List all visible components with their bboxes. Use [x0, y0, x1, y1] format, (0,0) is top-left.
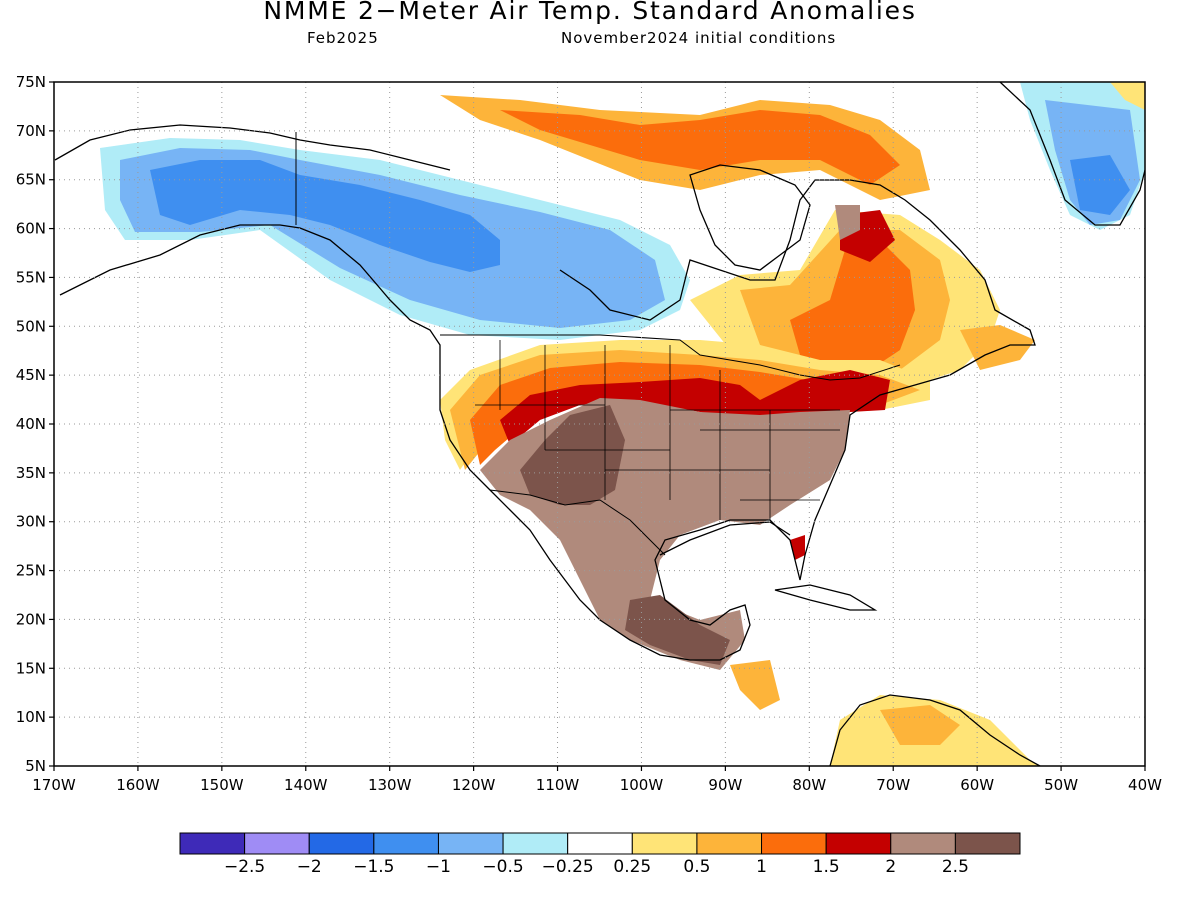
cuba: [774, 584, 878, 611]
lon-tick-label: 50W: [1044, 776, 1078, 794]
colorbar-label: −0.25: [542, 857, 594, 877]
lat-tick-label: 70N: [16, 122, 46, 140]
us-mexico-border: [489, 489, 666, 556]
lon-tick-label: 140W: [284, 776, 328, 794]
colorbar-swatch: [308, 832, 375, 855]
us-canada-border: [440, 334, 901, 381]
valid-month-label: Feb2025: [307, 29, 379, 47]
southwest-us-above-normal-core: [520, 405, 625, 505]
lat-tick-label: 10N: [16, 708, 46, 726]
colorbar-swatch: [825, 832, 892, 855]
lon-tick-label: 160W: [116, 776, 160, 794]
gridlines: [54, 82, 1145, 766]
lat-tick-label: 25N: [16, 562, 46, 580]
colorbar-label: 0.25: [613, 857, 651, 877]
colorbar: [179, 832, 1021, 855]
lon-tick-label: 130W: [368, 776, 412, 794]
alaska-north-coast: [54, 124, 451, 171]
hudson-bay: [689, 164, 811, 271]
colorbar-label: −1: [426, 857, 451, 877]
lon-tick-label: 60W: [960, 776, 994, 794]
great-lakes-northeast-above-normal: [500, 370, 890, 445]
colorbar-label: −2: [297, 857, 322, 877]
colorbar-swatch: [631, 832, 698, 855]
south-america-above-normal-core: [880, 705, 960, 745]
colorbar-swatch: [890, 832, 956, 855]
colorbar-label: 2.5: [942, 857, 969, 877]
anomaly-fields: [100, 82, 1145, 766]
lat-tick-label: 65N: [16, 171, 46, 189]
greenland: [999, 82, 1145, 226]
lat-tick-label: 30N: [16, 513, 46, 531]
colorbar-labels: −2.5 −2 −1.5 −1 −0.5 −0.25 0.25 0.5 1 1.5 2 2.5: [224, 857, 969, 877]
gulf-of-mexico: [659, 521, 791, 556]
arctic-islands-above-normal-core: [500, 110, 900, 185]
lon-tick-label: 100W: [620, 776, 664, 794]
lon-tick-label: 80W: [792, 776, 826, 794]
map-title: NMME 2−Meter Air Temp. Standard Anomalie…: [263, 0, 917, 25]
lon-tick-label: 150W: [200, 776, 244, 794]
colorbar-label: 0.5: [683, 857, 710, 877]
lat-tick-label: 40N: [16, 415, 46, 433]
greenland-below-normal-core: [1070, 155, 1130, 215]
colorbar-swatch: [954, 832, 1021, 855]
colorbar-swatch: [502, 832, 569, 855]
lon-tick-label: 90W: [708, 776, 742, 794]
lon-tick-label: 110W: [536, 776, 580, 794]
lat-tick-label: 35N: [16, 464, 46, 482]
alaska-below-normal-core: [150, 160, 500, 272]
lat-tick-label: 5N: [25, 757, 46, 775]
colorbar-label: 2: [885, 857, 896, 877]
colorbar-swatch: [761, 832, 827, 855]
lon-tick-label: 170W: [32, 776, 76, 794]
lat-tick-label: 15N: [16, 659, 46, 677]
colorbar-label: 1.5: [813, 857, 840, 877]
labrador-above-normal-highest: [835, 205, 860, 240]
coastlines: [54, 82, 1145, 766]
central-america-above-normal: [730, 660, 780, 710]
greenland-above-normal-patch: [1110, 82, 1145, 110]
lat-tick-label: 60N: [16, 220, 46, 238]
lat-tick-label: 20N: [16, 610, 46, 628]
colorbar-swatch: [567, 832, 633, 855]
colorbar-label: −0.5: [482, 857, 523, 877]
lon-tick-label: 120W: [452, 776, 496, 794]
quebec-above-normal-core: [790, 240, 915, 370]
longitude-axis: 170W 160W 150W 140W 130W 120W 110W 100W 90W 80W 70…: [32, 766, 1162, 794]
latitude-axis: 75N 70N 65N 60N 55N 50N 45N 40N 35N 30N 25N 20N 15N 1…: [16, 73, 54, 775]
lon-tick-label: 70W: [876, 776, 910, 794]
colorbar-swatch: [179, 832, 246, 855]
colorbar-label: −1.5: [353, 857, 394, 877]
colorbar-swatch: [696, 832, 763, 855]
colorbar-label: −2.5: [224, 857, 265, 877]
colorbar-swatch: [437, 832, 504, 855]
lat-tick-label: 55N: [16, 268, 46, 286]
colorbar-swatch: [244, 832, 310, 855]
initial-conditions-label: November2024 initial conditions: [561, 29, 837, 47]
colorbar-swatch: [373, 832, 439, 855]
lon-tick-label: 40W: [1128, 776, 1162, 794]
lat-tick-label: 75N: [16, 73, 46, 91]
lat-tick-label: 50N: [16, 317, 46, 335]
colorbar-label: 1: [756, 857, 767, 877]
lat-tick-label: 45N: [16, 366, 46, 384]
south-america-coast: [829, 694, 1041, 766]
central-mexico-above-normal-core: [625, 595, 730, 665]
